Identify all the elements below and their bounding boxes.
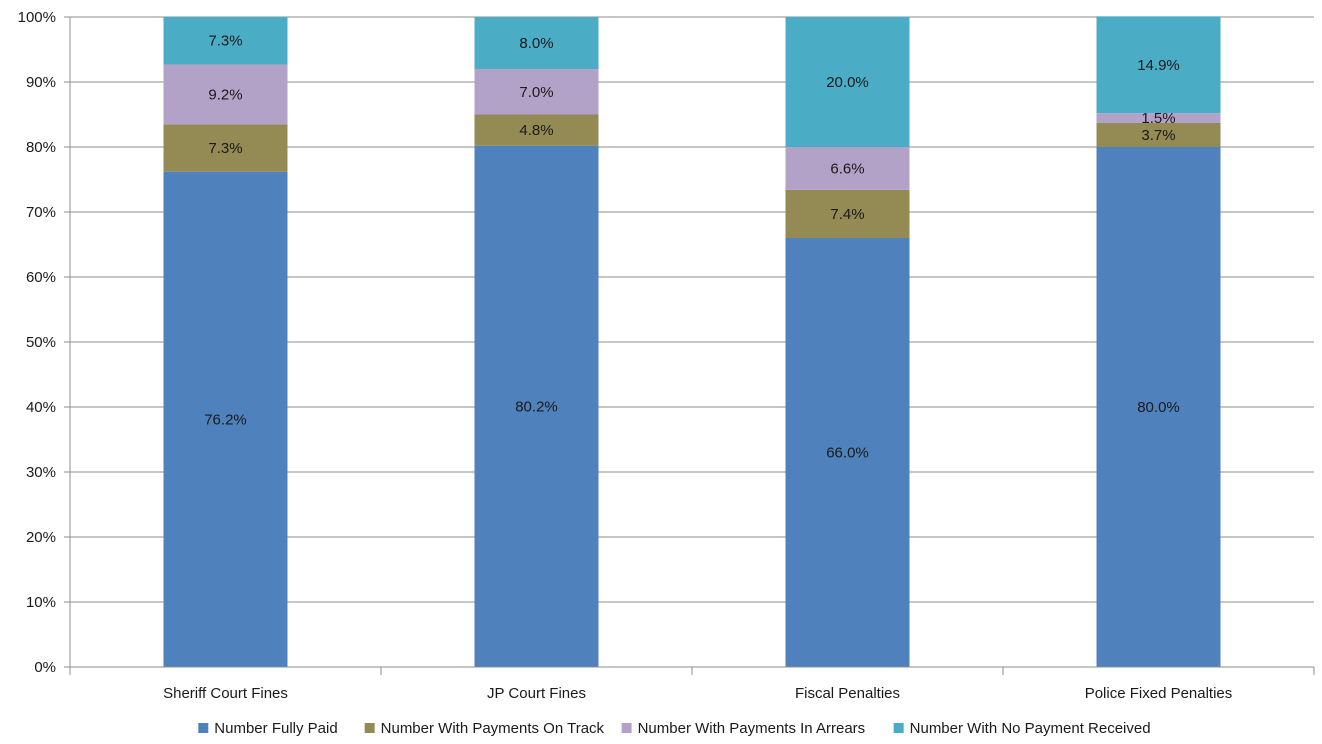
legend-label: Number Fully Paid [214,720,337,737]
bar-segment [1096,122,1221,147]
y-tick-label: 70% [26,204,56,221]
legend-swatch [364,723,375,733]
data-label: 1.5% [1141,110,1175,127]
y-tick-label: 100% [18,9,56,26]
x-category-label: Fiscal Penalties [795,685,900,702]
bar-segment [474,145,599,667]
bar-segment [785,17,910,147]
y-tick-label: 90% [26,74,56,91]
y-tick-label: 50% [26,334,56,351]
x-category-label: Sheriff Court Fines [163,685,288,702]
bar-segment [474,114,599,146]
axes: 0% 10% 20% 30% 40% 50% 60% 70% 80% 90% 100% Sheriff… [18,9,1315,702]
x-category-label: JP Court Fines [487,685,586,702]
bar-segment [785,238,910,667]
bar-segment [163,171,288,667]
data-label: 76.2% [204,411,247,428]
y-tick-label: 0% [34,659,56,676]
y-tick-label: 20% [26,529,56,546]
data-labels: 76.2% 7.3% 9.2% 7.3% 80.2% 4.8% 7.0% 8.0% 66.0% 7… [204,33,1180,462]
data-label: 80.0% [1137,399,1180,416]
legend-swatch [621,723,632,733]
data-label: 7.3% [208,140,242,157]
x-category-label: Police Fixed Penalties [1085,685,1233,702]
data-label: 4.8% [519,122,553,139]
data-label: 9.2% [208,86,242,103]
legend-label: Number With No Payment Received [910,720,1151,737]
data-label: 7.4% [830,206,864,223]
bar-segment [163,64,288,125]
data-label: 20.0% [826,74,869,91]
y-tick-label: 80% [26,139,56,156]
bar-segment [1096,16,1221,114]
data-label: 3.7% [1141,127,1175,144]
data-label: 66.0% [826,445,869,462]
legend-label: Number With Payments In Arrears [638,720,866,737]
bar-segment [1096,147,1221,667]
bars [163,16,1221,667]
data-label: 80.2% [515,398,558,415]
bar-segment [1096,113,1221,123]
bar-segment [474,69,599,115]
bar-segment [785,147,910,190]
data-label: 7.0% [519,84,553,101]
y-tick-label: 30% [26,464,56,481]
y-tick-label: 10% [26,594,56,611]
data-label: 6.6% [830,160,864,177]
bar-segment [163,124,288,172]
legend: Number Fully Paid Number With Payments On… [198,720,1151,737]
data-label: 7.3% [208,33,242,50]
data-label: 14.9% [1137,57,1180,74]
legend-swatch [893,723,904,733]
bar-segment [785,189,910,238]
y-tick-label: 60% [26,269,56,286]
bar-segment [163,17,288,65]
bar-segment [474,17,599,69]
data-label: 8.0% [519,35,553,52]
legend-label: Number With Payments On Track [381,720,605,737]
y-tick-label: 40% [26,399,56,416]
legend-swatch [198,723,209,733]
